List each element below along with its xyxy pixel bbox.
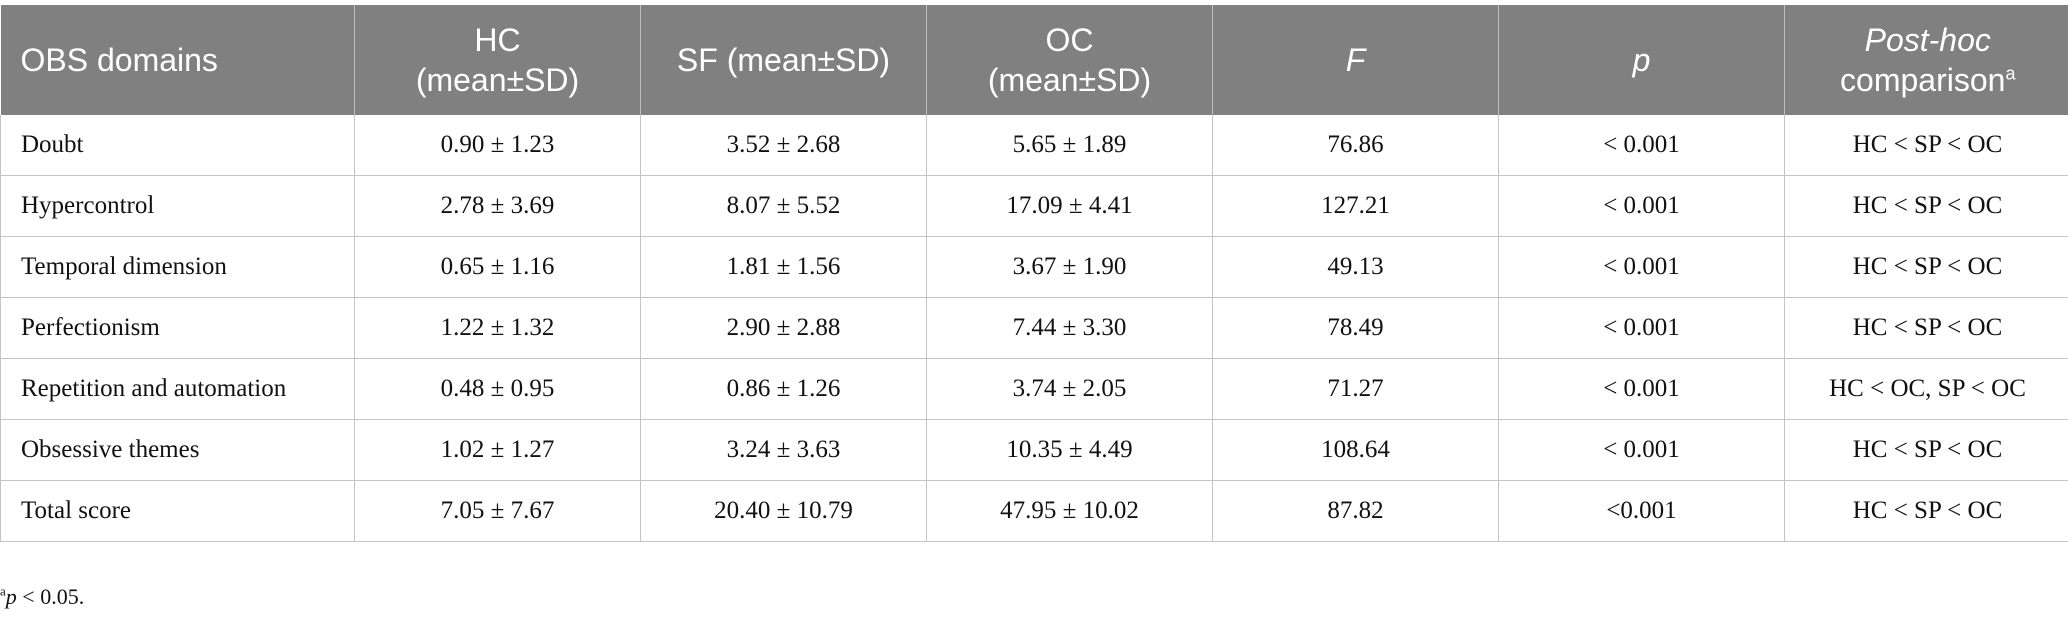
- cell-hc: 1.02 ± 1.27: [354, 419, 641, 481]
- cell-posthoc: HC < OC, SP < OC: [1784, 358, 2068, 420]
- cell-posthoc: HC < SP < OC: [1784, 236, 2068, 298]
- cell-p: <0.001: [1498, 480, 1785, 542]
- header-p: p: [1498, 5, 1785, 115]
- footnote-mark: a: [0, 583, 6, 599]
- table-row: Perfectionism 1.22 ± 1.32 2.90 ± 2.88 7.44 …: [0, 297, 2068, 359]
- cell-posthoc: HC < SP < OC: [1784, 419, 2068, 481]
- table-row: Temporal dimension 0.65 ± 1.16 1.81 ± 1.56…: [0, 236, 2068, 298]
- header-f: F: [1212, 5, 1499, 115]
- cell-f: 87.82: [1212, 480, 1499, 542]
- cell-oc: 3.74 ± 2.05: [926, 358, 1213, 420]
- cell-sf: 3.52 ± 2.68: [640, 115, 927, 176]
- cell-p: < 0.001: [1498, 175, 1785, 237]
- cell-f: 71.27: [1212, 358, 1499, 420]
- table-row: Repetition and automation 0.48 ± 0.95 0.86…: [0, 358, 2068, 420]
- table-body: Doubt 0.90 ± 1.23 3.52 ± 2.68 5.65 ± 1.89 76…: [0, 115, 2068, 542]
- cell-sf: 0.86 ± 1.26: [640, 358, 927, 420]
- table-row: Doubt 0.90 ± 1.23 3.52 ± 2.68 5.65 ± 1.89 76…: [0, 115, 2068, 176]
- cell-f: 76.86: [1212, 115, 1499, 176]
- cell-domain: Doubt: [0, 115, 355, 176]
- footnote-text: < 0.05.: [16, 584, 85, 609]
- table-row: Total score 7.05 ± 7.67 20.40 ± 10.79 47.95…: [0, 480, 2068, 542]
- cell-domain: Hypercontrol: [0, 175, 355, 237]
- header-sf: SF (mean±SD): [640, 5, 927, 115]
- cell-domain: Perfectionism: [0, 297, 355, 359]
- header-oc: OC (mean±SD): [926, 5, 1213, 115]
- cell-oc: 47.95 ± 10.02: [926, 480, 1213, 542]
- obs-domains-table: OBS domains HC (mean±SD) SF (mean±SD) OC(…: [0, 5, 2068, 542]
- cell-p: < 0.001: [1498, 236, 1785, 298]
- cell-f: 78.49: [1212, 297, 1499, 359]
- cell-p: < 0.001: [1498, 419, 1785, 481]
- footnote-mark: a: [2005, 63, 2016, 84]
- cell-oc: 7.44 ± 3.30: [926, 297, 1213, 359]
- cell-oc: 17.09 ± 4.41: [926, 175, 1213, 237]
- cell-f: 108.64: [1212, 419, 1499, 481]
- cell-posthoc: HC < SP < OC: [1784, 297, 2068, 359]
- cell-p: < 0.001: [1498, 115, 1785, 176]
- cell-oc: 3.67 ± 1.90: [926, 236, 1213, 298]
- cell-hc: 0.65 ± 1.16: [354, 236, 641, 298]
- cell-posthoc: HC < SP < OC: [1784, 480, 2068, 542]
- cell-hc: 7.05 ± 7.67: [354, 480, 641, 542]
- cell-p: < 0.001: [1498, 297, 1785, 359]
- cell-domain: Temporal dimension: [0, 236, 355, 298]
- cell-oc: 5.65 ± 1.89: [926, 115, 1213, 176]
- cell-hc: 0.90 ± 1.23: [354, 115, 641, 176]
- table-row: Hypercontrol 2.78 ± 3.69 8.07 ± 5.52 17.09 …: [0, 175, 2068, 237]
- cell-hc: 2.78 ± 3.69: [354, 175, 641, 237]
- table-row: Obsessive themes 1.02 ± 1.27 3.24 ± 3.63 10…: [0, 419, 2068, 481]
- cell-hc: 1.22 ± 1.32: [354, 297, 641, 359]
- cell-f: 49.13: [1212, 236, 1499, 298]
- cell-oc: 10.35 ± 4.49: [926, 419, 1213, 481]
- table-header: OBS domains HC (mean±SD) SF (mean±SD) OC(…: [0, 5, 2068, 115]
- footnote-symbol: p: [5, 584, 17, 609]
- cell-domain: Repetition and automation: [0, 358, 355, 420]
- cell-f: 127.21: [1212, 175, 1499, 237]
- cell-sf: 2.90 ± 2.88: [640, 297, 927, 359]
- cell-domain: Obsessive themes: [0, 419, 355, 481]
- cell-domain: Total score: [0, 480, 355, 542]
- header-hc: HC (mean±SD): [354, 5, 641, 115]
- header-row: OBS domains HC (mean±SD) SF (mean±SD) OC(…: [0, 5, 2068, 115]
- cell-sf: 20.40 ± 10.79: [640, 480, 927, 542]
- cell-sf: 1.81 ± 1.56: [640, 236, 927, 298]
- cell-p: < 0.001: [1498, 358, 1785, 420]
- cell-posthoc: HC < SP < OC: [1784, 115, 2068, 176]
- footnote: ap < 0.05.: [0, 584, 84, 610]
- cell-hc: 0.48 ± 0.95: [354, 358, 641, 420]
- cell-sf: 3.24 ± 3.63: [640, 419, 927, 481]
- cell-sf: 8.07 ± 5.52: [640, 175, 927, 237]
- cell-posthoc: HC < SP < OC: [1784, 175, 2068, 237]
- header-posthoc: Post-hoc comparisona: [1784, 5, 2068, 115]
- header-obs-domains: OBS domains: [0, 5, 355, 115]
